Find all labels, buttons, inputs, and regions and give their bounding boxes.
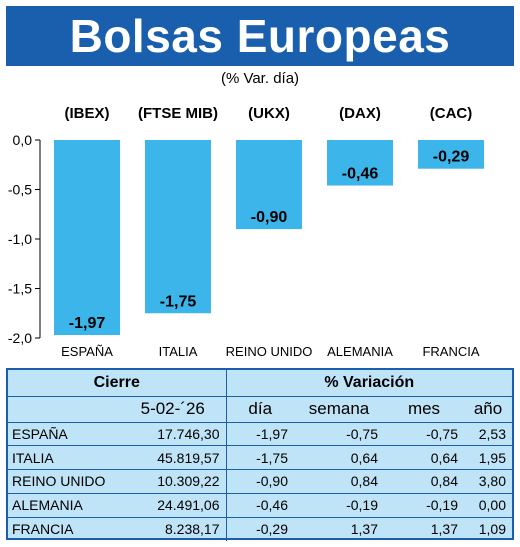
y-tick-label: -0,5 bbox=[8, 182, 32, 198]
y-tick-label: -2,0 bbox=[8, 330, 32, 346]
cierre-value: 10.309,22 bbox=[120, 469, 226, 494]
semana-value: 1,37 bbox=[350, 521, 378, 538]
header-mes: mes bbox=[384, 396, 464, 423]
bar-value-label: -0,90 bbox=[251, 209, 288, 226]
ano-value: 0,00 bbox=[464, 493, 512, 518]
category-label: ITALIA bbox=[159, 344, 198, 359]
header-dia: día bbox=[225, 396, 294, 423]
index-label: (DAX) bbox=[339, 105, 381, 122]
cierre-value: 8.238,17 bbox=[165, 521, 220, 538]
index-label: (FTSE MIB) bbox=[138, 105, 218, 122]
y-tick-label: -1,0 bbox=[8, 231, 32, 247]
semana-value: -0,19 bbox=[294, 493, 384, 518]
quotes-table: Cierre % Variación 5-02-´26 día semana m… bbox=[6, 368, 514, 541]
country-name: ESPAÑA bbox=[8, 422, 120, 447]
ano-value: 3,80 bbox=[464, 469, 512, 494]
table-row: ALEMANIA 24.491,06 -0,46 -0,19 -0,19 0,00 bbox=[8, 493, 512, 518]
ano-value: 1,09 bbox=[478, 521, 506, 538]
ano-value: 1,95 bbox=[464, 445, 512, 471]
index-label: (UKX) bbox=[248, 105, 290, 122]
y-tick-label: 0,0 bbox=[13, 132, 33, 148]
bar bbox=[145, 140, 211, 314]
bar-value-label: -1,75 bbox=[160, 293, 197, 310]
semana-value: 0,64 bbox=[294, 445, 384, 471]
bar-value-label: -0,29 bbox=[433, 149, 470, 166]
mes-value: -0,19 bbox=[384, 493, 464, 518]
page-title: Bolsas Europeas bbox=[6, 6, 514, 66]
bar bbox=[327, 140, 393, 186]
dia-value: -0,46 bbox=[225, 493, 294, 518]
country-name: REINO UNIDO bbox=[8, 469, 120, 494]
cierre-value: 45.819,57 bbox=[120, 445, 226, 471]
country-name: FRANCIA bbox=[12, 521, 74, 538]
dia-value: -1,75 bbox=[225, 445, 294, 471]
category-label: REINO UNIDO bbox=[226, 344, 313, 359]
index-label: (IBEX) bbox=[65, 105, 110, 122]
dia-value: -1,97 bbox=[225, 422, 294, 447]
dia-value: -0,90 bbox=[225, 469, 294, 494]
country-name: ALEMANIA bbox=[8, 493, 120, 518]
chart-subtitle: (% Var. día) bbox=[220, 70, 300, 87]
header-cierre: Cierre bbox=[8, 370, 226, 397]
header-ano: año bbox=[464, 396, 512, 423]
semana-value: -0,75 bbox=[294, 422, 384, 447]
category-label: ESPAÑA bbox=[61, 344, 113, 359]
cierre-value: 24.491,06 bbox=[120, 493, 226, 518]
header-semana: semana bbox=[294, 396, 384, 423]
bar bbox=[236, 140, 302, 230]
mes-value: 0,64 bbox=[384, 445, 464, 471]
cierre-value: 17.746,30 bbox=[120, 422, 226, 447]
table-row: ITALIA 45.819,57 -1,75 0,64 0,64 1,95 bbox=[8, 445, 512, 471]
dia-value: -0,29 bbox=[225, 517, 294, 541]
ano-value: 2,53 bbox=[464, 422, 512, 447]
header-variacion: % Variación bbox=[225, 370, 512, 397]
y-tick-label: -1,5 bbox=[8, 281, 32, 297]
mes-value: 0,84 bbox=[384, 469, 464, 494]
bar bbox=[418, 140, 484, 169]
category-label: ALEMANIA bbox=[327, 344, 393, 359]
semana-value: 0,84 bbox=[294, 469, 384, 494]
table-row: ESPAÑA 17.746,30 -1,97 -0,75 -0,75 2,53 bbox=[8, 422, 512, 447]
table-row: REINO UNIDO 10.309,22 -0,90 0,84 0,84 3,80 bbox=[8, 469, 512, 494]
header-date: 5-02-´26 bbox=[120, 396, 226, 423]
bar-chart: 0,0 -0,5 -1,0 -1,5 -2,0 -1,97 (IBEX) ESPAÑA -1,7… bbox=[8, 105, 484, 359]
bar-value-label: -0,46 bbox=[342, 166, 379, 183]
index-label: (CAC) bbox=[430, 105, 473, 122]
category-label: FRANCIA bbox=[422, 344, 479, 359]
bar-value-label: -1,97 bbox=[69, 315, 106, 332]
table-row: FRANCIA 8.238,17 -0,29 1,37 1,37 1,09 bbox=[8, 517, 512, 541]
country-name: ITALIA bbox=[8, 445, 120, 471]
mes-value: 1,37 bbox=[430, 521, 458, 538]
mes-value: -0,75 bbox=[384, 422, 464, 447]
bar bbox=[54, 140, 120, 336]
